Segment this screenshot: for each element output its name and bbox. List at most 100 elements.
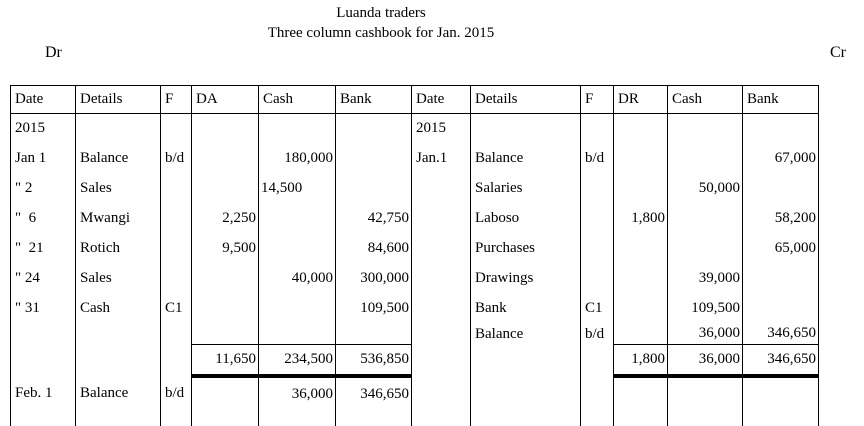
debit-cash-cell: 180,000 [258,143,336,174]
cashbook-table: Date Details F DA Cash Bank Date Details… [10,85,819,426]
debit-da-cell [191,263,259,294]
entry-row: " 21 Rotich 9,500 84,600 Purchases 65,00… [10,233,819,264]
debit-date-cell [10,323,76,345]
credit-cash-cell [667,113,743,144]
credit-dr-cell [613,143,668,174]
empty-row [10,411,819,426]
debit-cash-header: Cash [258,85,336,114]
credit-bank-cell [742,113,819,144]
page-title: Luanda traders [336,5,426,21]
debit-da-cell [191,411,259,426]
credit-dr-cell: 1,800 [613,203,668,234]
entry-row: Balance b/d 36,000 346,650 [10,323,819,345]
credit-bank-header: Bank [742,85,819,114]
debit-details-header: Details [75,85,161,114]
debit-bank-cell [335,173,412,204]
credit-bank-cell [742,263,819,294]
credit-dr-cell [613,375,668,412]
debit-details-cell [75,323,161,345]
credit-folio-cell [580,233,614,264]
entry-row: " 6 Mwangi 2,250 42,750 Laboso 1,800 58,… [10,203,819,234]
credit-date-cell: Jan.1 [411,143,471,174]
credit-date-cell [411,203,471,234]
debit-bank-cell [335,113,412,144]
debit-details-cell: Balance [75,143,161,174]
credit-date-cell [411,344,471,376]
debit-details-cell [75,344,161,376]
credit-dr-cell [613,263,668,294]
credit-dr-total: 1,800 [613,344,668,378]
debit-folio-cell: b/d [160,375,192,412]
debit-date-cell: " 31 [10,293,76,324]
debit-folio-cell [160,233,192,264]
totals-row: 11,650 234,500 536,850 1,800 36,000 346,… [10,344,819,378]
debit-details-cell: Sales [75,263,161,294]
credit-folio-cell [580,263,614,294]
debit-bank-cell [335,323,412,345]
credit-date-cell [411,375,471,412]
debit-folio-cell [160,173,192,204]
debit-date-cell: " 24 [10,263,76,294]
debit-folio-cell: b/d [160,143,192,174]
entry-row: " 24 Sales 40,000 300,000 Drawings 39,00… [10,263,819,294]
debit-date-cell: " 2 [10,173,76,204]
entry-row: " 2 Sales 14,500 Salaries 50,000 [10,173,819,204]
credit-cash-cell: 39,000 [667,263,743,294]
debit-folio-header: F [160,85,192,114]
credit-bank-cell [742,293,819,324]
debit-bank-cell: 42,750 [335,203,412,234]
debit-details-cell: Rotich [75,233,161,264]
credit-details-cell: Bank [470,293,581,324]
debit-cash-cell: 14,500 [258,173,336,204]
credit-folio-cell [580,411,614,426]
debit-da-cell: 9,500 [191,233,259,264]
debit-date-cell [10,411,76,426]
credit-details-cell: Purchases [470,233,581,264]
year-row: 2015 2015 [10,113,819,144]
credit-folio-cell [580,113,614,144]
debit-cash-cell [258,411,336,426]
debit-folio-cell [160,323,192,345]
credit-details-cell [470,375,581,412]
credit-cash-header: Cash [667,85,743,114]
debit-bank-cell: 84,600 [335,233,412,264]
debit-details-cell: Mwangi [75,203,161,234]
debit-bank-cell [335,143,412,174]
credit-dr-cell [613,233,668,264]
credit-date-cell [411,263,471,294]
debit-folio-cell: C1 [160,293,192,324]
header-row: Date Details F DA Cash Bank Date Details… [10,85,819,114]
debit-discount-allowed-header: DA [191,85,259,114]
debit-bank-cell [335,411,412,426]
debit-bank-cell: 109,500 [335,293,412,324]
debit-folio-cell [160,263,192,294]
debit-folio-cell [160,113,192,144]
credit-details-cell: Salaries [470,173,581,204]
debit-folio-cell [160,411,192,426]
credit-date-cell [411,233,471,264]
credit-cash-total: 36,000 [667,344,743,378]
debit-bank-cell: 300,000 [335,263,412,294]
title-block: Luanda traders Three column cashbook for… [0,3,762,43]
debit-da-cell [191,375,259,412]
credit-cash-cell [667,143,743,174]
credit-folio-cell [580,375,614,412]
debit-side-label: Dr [45,44,62,61]
credit-date-cell [411,323,471,345]
credit-date-cell [411,293,471,324]
debit-da-cell [191,113,259,144]
credit-bank-cell: 346,650 [742,323,819,345]
credit-bank-total: 346,650 [742,344,819,378]
credit-cash-cell [667,411,743,426]
debit-cash-total: 234,500 [258,344,336,378]
credit-cash-cell: 109,500 [667,293,743,324]
credit-details-cell [470,113,581,144]
debit-cash-cell [258,203,336,234]
credit-side-label: Cr [830,44,846,61]
debit-details-cell: Cash [75,293,161,324]
credit-cash-cell [667,203,743,234]
credit-discount-received-header: DR [613,85,668,114]
credit-folio-cell [580,173,614,204]
debit-cash-cell [258,293,336,324]
credit-cash-cell: 36,000 [667,323,743,345]
